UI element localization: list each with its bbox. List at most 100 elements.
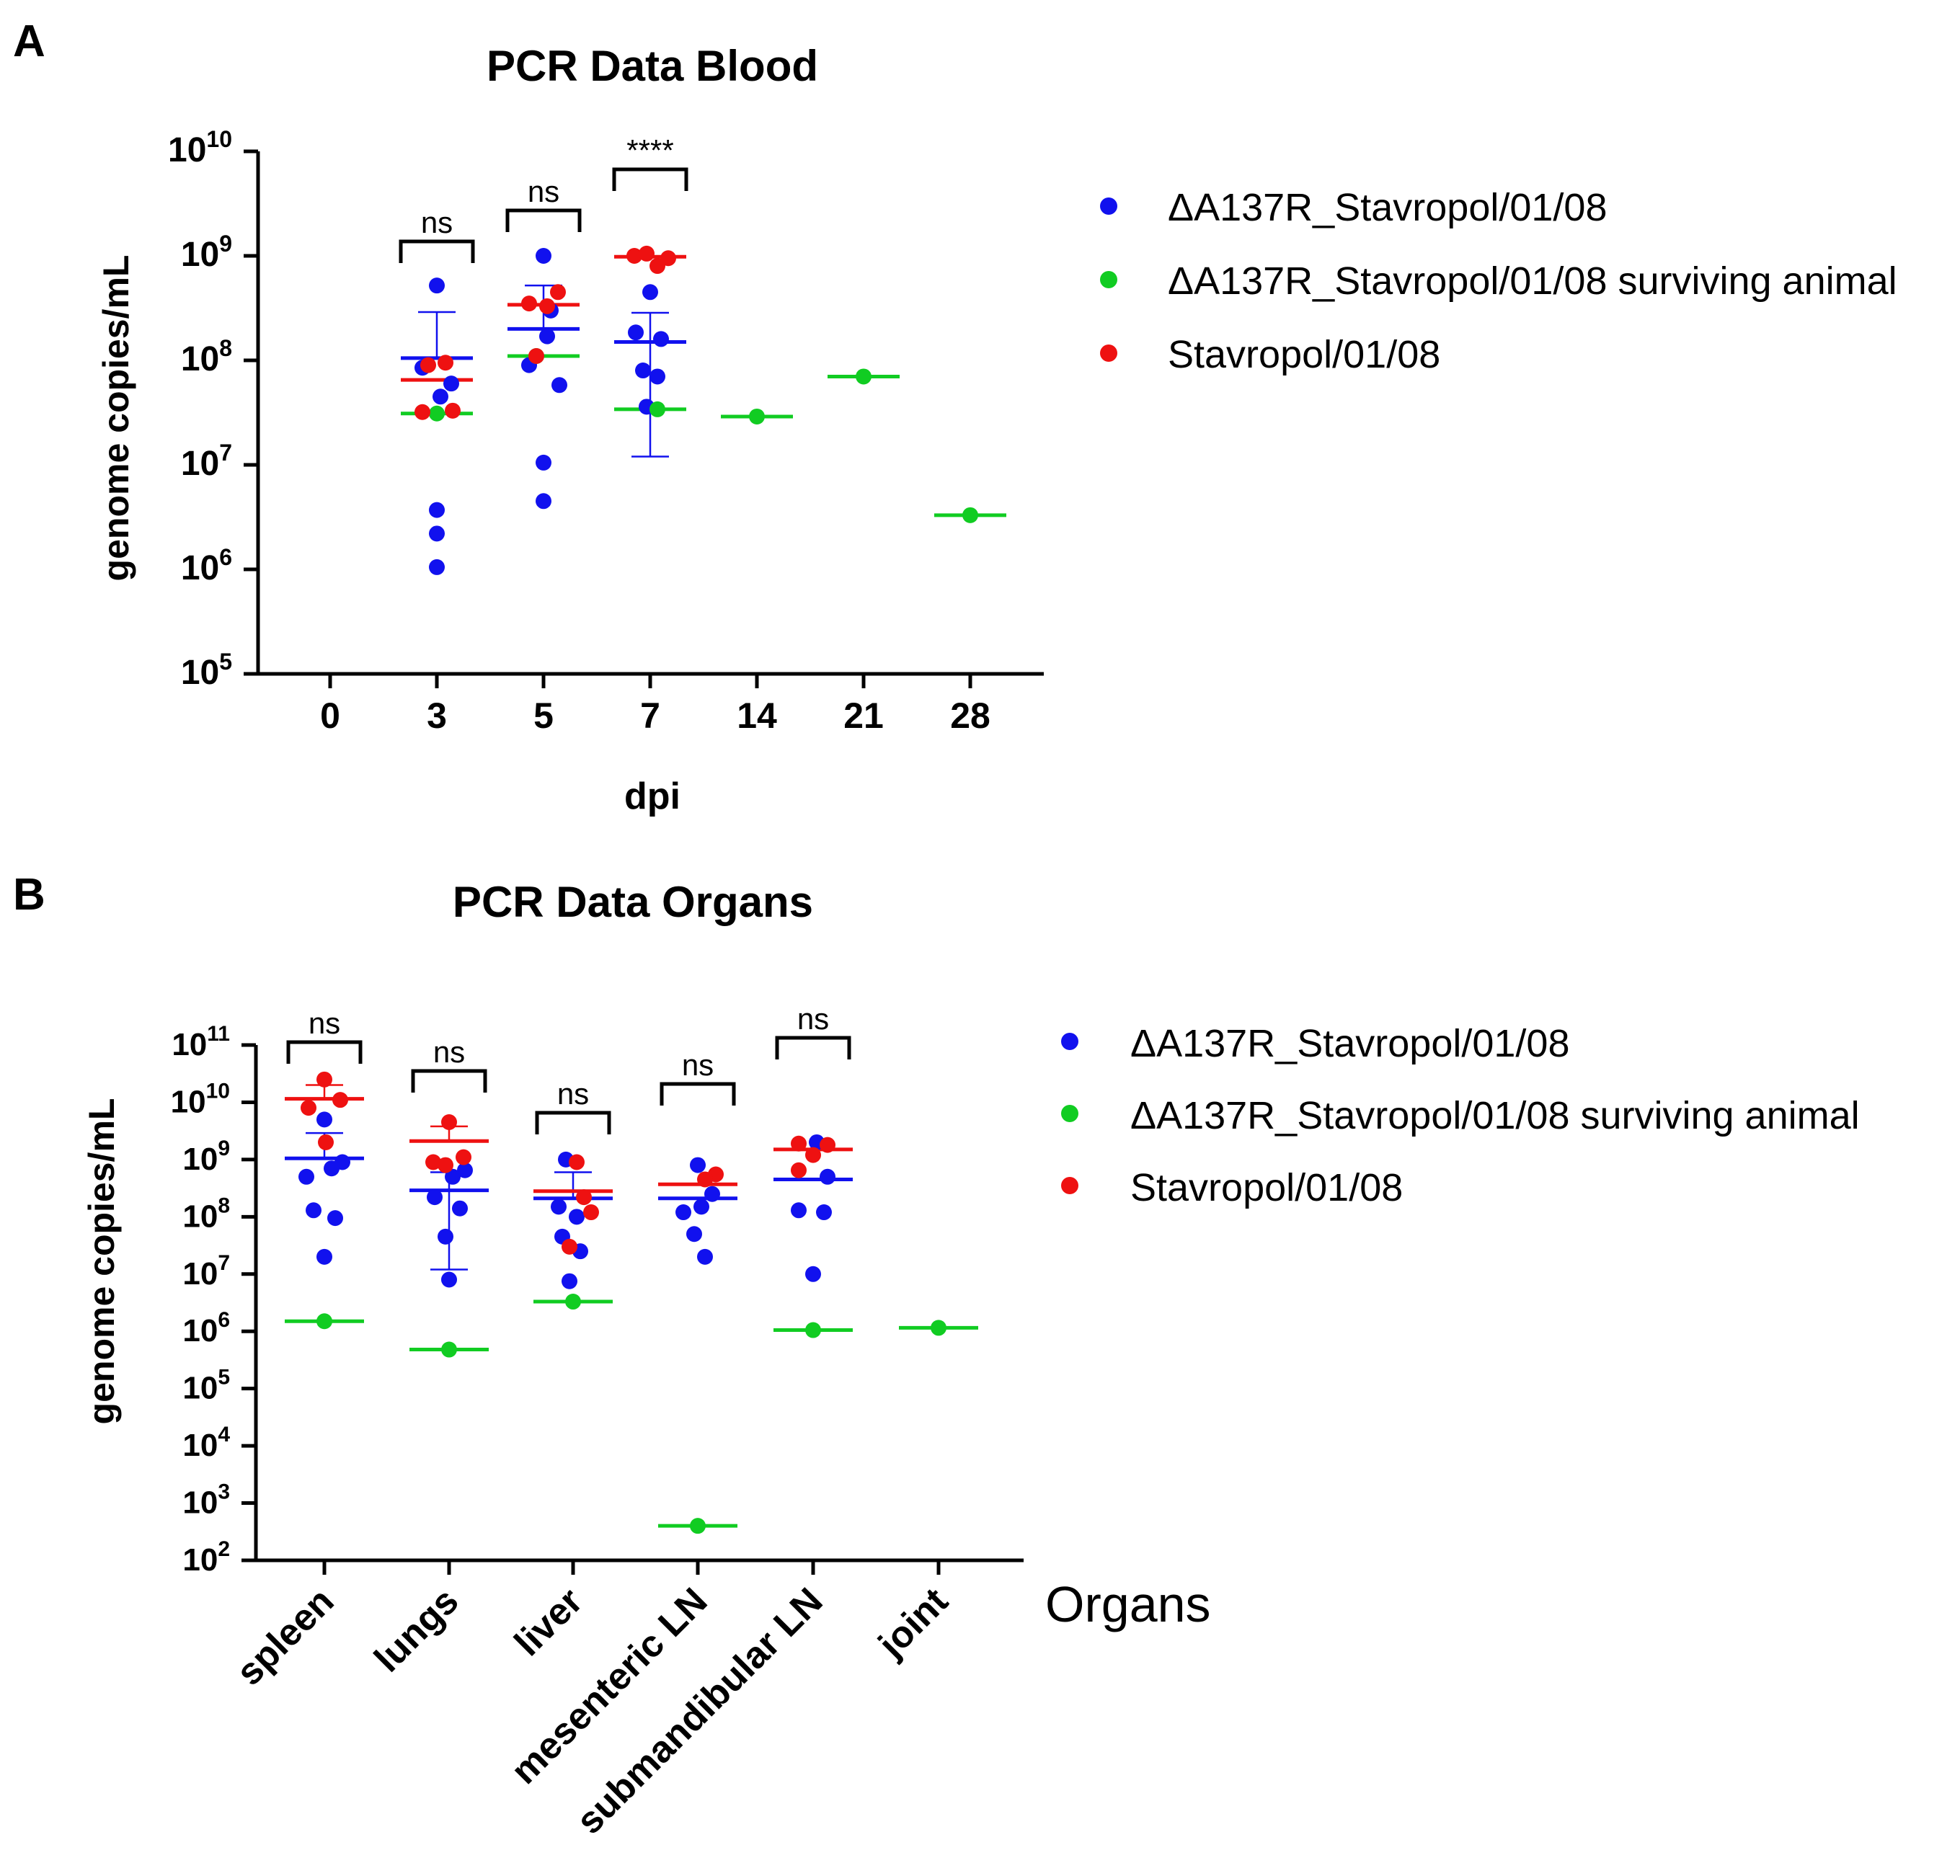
- data-point: [420, 357, 436, 373]
- legend-item: ΔA137R_Stavropol/01/08: [1061, 1022, 1569, 1065]
- data-point: [628, 324, 644, 341]
- y-tick-exponent: 2: [218, 1537, 230, 1561]
- y-tick-label: 105: [181, 649, 232, 692]
- panel-b: B PCR Data Organs Organs genome copies/m…: [13, 870, 1860, 1842]
- data-point: [805, 1266, 821, 1282]
- data-point: [649, 401, 665, 417]
- data-point: [649, 258, 665, 275]
- x-tick-label: 21: [843, 695, 884, 736]
- data-point: [820, 1137, 835, 1153]
- x-tick-label: spleen: [229, 1580, 342, 1693]
- legend-marker-red: [1061, 1177, 1078, 1194]
- y-tick-label: 103: [182, 1480, 230, 1521]
- legend-item: Stavropol/01/08: [1100, 333, 1440, 376]
- data-point: [301, 1100, 316, 1116]
- significance-bracket: [505, 208, 582, 232]
- data-point: [562, 1238, 577, 1255]
- significance-label: ns: [309, 1006, 340, 1040]
- x-tick-label: 3: [427, 695, 447, 736]
- data-point: [791, 1202, 807, 1219]
- data-point: [332, 1092, 348, 1108]
- y-tick-base: 10: [182, 1256, 218, 1292]
- legend-marker-green: [1100, 271, 1117, 288]
- data-point: [690, 1157, 706, 1173]
- points-b: [298, 1071, 946, 1534]
- data-point: [539, 328, 555, 344]
- data-point: [445, 1168, 461, 1185]
- data-point: [445, 402, 461, 419]
- legend-item: ΔA137R_Stavropol/01/08 surviving animal: [1100, 259, 1897, 303]
- data-point: [536, 248, 551, 264]
- data-point: [962, 507, 978, 523]
- legend-b: ΔA137R_Stavropol/01/08 ΔA137R_Stavropol/…: [1061, 1022, 1860, 1209]
- data-point: [456, 1149, 471, 1165]
- y-tick-exponent: 6: [219, 544, 232, 570]
- data-point: [438, 1157, 453, 1173]
- y-tick-base: 10: [182, 1371, 218, 1406]
- data-point: [429, 559, 445, 575]
- data-point: [536, 454, 551, 471]
- significance-b: ns ns ns ns ns: [286, 1002, 851, 1134]
- y-tick-exponent: 6: [218, 1308, 230, 1332]
- x-tick-label: liver: [507, 1580, 591, 1664]
- y-tick-base: 10: [182, 1199, 218, 1234]
- data-point: [429, 525, 445, 542]
- legend-item: ΔA137R_Stavropol/01/08: [1100, 186, 1607, 229]
- panel-label-b: B: [13, 870, 45, 920]
- y-tick-base: 10: [182, 1142, 218, 1177]
- significance-bracket: [775, 1036, 851, 1059]
- y-tick-exponent: 7: [218, 1251, 230, 1275]
- data-point: [414, 404, 430, 420]
- data-point: [441, 1113, 457, 1130]
- significance-label: ns: [797, 1002, 829, 1036]
- data-point: [438, 355, 453, 371]
- significance-label: ****: [626, 133, 673, 167]
- y-tick-label: 107: [182, 1251, 230, 1292]
- y-tick-label: 102: [182, 1537, 230, 1578]
- significance-bracket: [612, 167, 688, 191]
- data-point: [639, 245, 655, 262]
- y-tick-base: 10: [182, 1428, 218, 1463]
- data-point: [433, 388, 448, 405]
- legend-marker-red: [1100, 344, 1117, 362]
- significance-label: ns: [528, 174, 559, 208]
- data-point: [298, 1168, 314, 1185]
- x-axis-title-a: dpi: [624, 775, 680, 817]
- x-tick-label: 0: [320, 695, 340, 736]
- mean-lines-b: [285, 1097, 978, 1528]
- data-point: [653, 331, 669, 347]
- y-tick-label: 106: [182, 1308, 230, 1348]
- data-point: [649, 368, 665, 385]
- data-point: [697, 1248, 713, 1265]
- y-tick-exponent: 3: [218, 1480, 230, 1504]
- y-tick-exponent: 5: [218, 1366, 230, 1390]
- y-tick-exponent: 7: [219, 440, 232, 466]
- data-point: [316, 1248, 332, 1265]
- data-point: [551, 1199, 567, 1215]
- data-point: [675, 1204, 691, 1221]
- legend-label: ΔA137R_Stavropol/01/08 surviving animal: [1168, 259, 1897, 303]
- data-point: [429, 277, 445, 294]
- y-tick-exponent: 11: [207, 1022, 230, 1046]
- significance-bracket: [411, 1069, 487, 1093]
- y-tick-exponent: 5: [219, 649, 232, 675]
- y-axis-title-a: genome copies/mL: [96, 255, 136, 582]
- y-tick-label: 107: [181, 440, 232, 483]
- data-point: [429, 405, 445, 422]
- data-point: [306, 1202, 322, 1219]
- data-point: [816, 1204, 832, 1221]
- data-point: [635, 363, 651, 379]
- significance-a: ns ns ****: [399, 133, 688, 263]
- data-point: [316, 1313, 332, 1330]
- y-tick-base: 10: [171, 1084, 206, 1119]
- data-point: [536, 493, 551, 510]
- significance-bracket: [660, 1082, 736, 1106]
- data-point: [749, 408, 765, 424]
- x-axis-title-b: Organs: [1045, 1576, 1211, 1632]
- data-point: [565, 1294, 581, 1310]
- data-point: [820, 1168, 835, 1185]
- data-point: [693, 1199, 709, 1215]
- data-point: [318, 1134, 334, 1150]
- data-point: [856, 368, 872, 385]
- y-tick-base: 10: [181, 340, 219, 378]
